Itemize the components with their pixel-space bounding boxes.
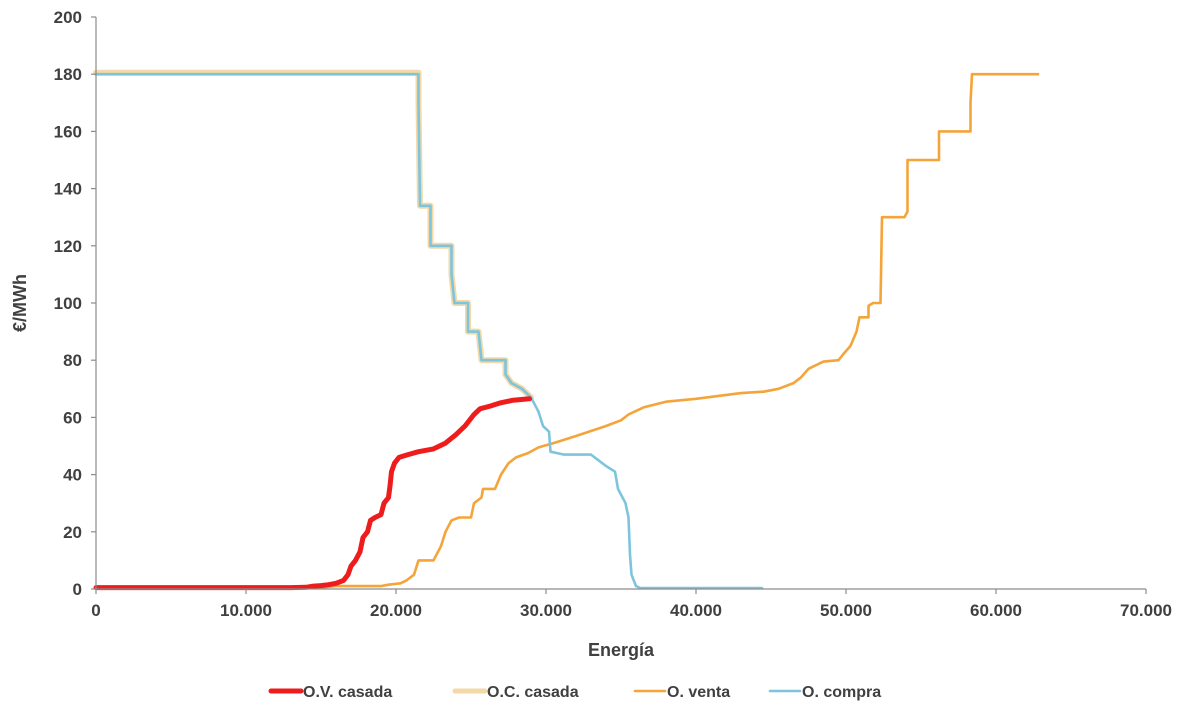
legend-label: O.C. casada [487, 684, 579, 701]
x-tick-label: 0 [91, 601, 100, 620]
x-tick-label: 50.000 [820, 601, 872, 620]
y-tick-label: 40 [63, 466, 82, 485]
x-axis-title: Energía [588, 640, 655, 660]
x-tick-label: 60.000 [970, 601, 1022, 620]
y-tick-label: 200 [54, 8, 82, 27]
y-tick-label: 0 [73, 580, 82, 599]
legend-label: O. venta [667, 684, 730, 701]
x-tick-label: 70.000 [1120, 601, 1172, 620]
legend: O.V. casada O.C. casada O. venta O. compra [268, 684, 881, 701]
x-tick-label: 20.000 [370, 601, 422, 620]
y-tick-label: 80 [63, 351, 82, 370]
y-tick-label: 100 [54, 294, 82, 313]
x-tick-label: 30.000 [520, 601, 572, 620]
y-tick-label: 160 [54, 122, 82, 141]
y-tick-label: 20 [63, 523, 82, 542]
series-line-o-v-casada [93, 396, 532, 591]
y-tick-label: 140 [54, 180, 82, 199]
y-tick-label: 180 [54, 65, 82, 84]
y-tick-label: 120 [54, 237, 82, 256]
legend-label: O.V. casada [303, 684, 392, 701]
x-tick-label: 40.000 [670, 601, 722, 620]
series-line-o-venta [94, 72, 1040, 589]
plot-lines [93, 69, 1040, 591]
series-line-o-compra [94, 72, 764, 590]
axes: 0 10.000 20.000 30.000 40.000 50.000 60.000 70.… [54, 8, 1172, 620]
y-tick-label: 60 [63, 408, 82, 427]
y-axis-title: €/MWh [10, 274, 30, 332]
x-tick-label: 10.000 [220, 601, 272, 620]
series-line-o-c-casada [93, 69, 534, 401]
legend-label: O. compra [802, 684, 881, 701]
x-ticks: 0 10.000 20.000 30.000 40.000 50.000 60.000 70.… [91, 589, 1172, 620]
y-ticks: 0 20 40 60 80 100 120 140 160 180 200 [54, 8, 96, 599]
